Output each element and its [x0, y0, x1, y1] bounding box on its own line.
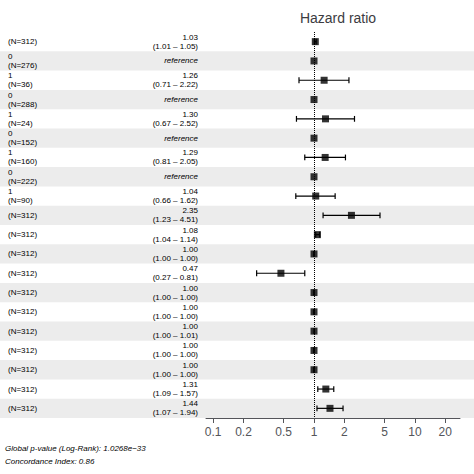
svg-text:(N=312): (N=312): [8, 288, 37, 297]
svg-text:reference: reference: [164, 56, 198, 65]
svg-text:0: 0: [8, 52, 13, 61]
svg-text:1.29: 1.29: [182, 148, 198, 157]
svg-text:20: 20: [439, 425, 453, 439]
svg-text:(1.00 – 1.00): (1.00 – 1.00): [153, 254, 199, 263]
svg-text:(N=152): (N=152): [8, 138, 37, 147]
svg-text:1.26: 1.26: [182, 71, 198, 80]
svg-text:1.03: 1.03: [182, 33, 198, 42]
svg-text:(N=288): (N=288): [8, 100, 37, 109]
svg-text:(N=312): (N=312): [8, 230, 37, 239]
svg-text:(N=36): (N=36): [8, 80, 33, 89]
svg-text:reference: reference: [164, 134, 198, 143]
svg-text:(1.00 – 1.00): (1.00 – 1.00): [153, 293, 199, 302]
svg-text:(0.67 – 2.52): (0.67 – 2.52): [153, 119, 199, 128]
svg-text:Concordance Index: 0.86: Concordance Index: 0.86: [5, 457, 95, 466]
svg-text:2.35: 2.35: [182, 206, 198, 215]
svg-text:(1.00 – 1.00): (1.00 – 1.00): [153, 350, 199, 359]
svg-text:(0.66 – 1.62): (0.66 – 1.62): [153, 196, 199, 205]
svg-text:(N=24): (N=24): [8, 119, 33, 128]
svg-text:1.00: 1.00: [182, 284, 198, 293]
svg-text:1.00: 1.00: [182, 341, 198, 350]
svg-text:(1.00 – 1.01): (1.00 – 1.01): [153, 331, 199, 340]
svg-text:1: 1: [311, 425, 318, 439]
svg-text:0.1: 0.1: [205, 425, 222, 439]
svg-text:(N=312): (N=312): [8, 385, 37, 394]
svg-text:1.31: 1.31: [182, 380, 198, 389]
svg-text:reference: reference: [164, 95, 198, 104]
svg-text:Global p-value (Log-Rank): 1.0: Global p-value (Log-Rank): 1.0268e−33: [5, 444, 146, 453]
svg-text:0: 0: [8, 129, 13, 138]
svg-text:(N=312): (N=312): [8, 327, 37, 336]
svg-text:(1.04 – 1.14): (1.04 – 1.14): [153, 235, 199, 244]
svg-text:0.47: 0.47: [182, 264, 198, 273]
svg-text:(0.27 – 0.81): (0.27 – 0.81): [153, 273, 199, 282]
svg-text:0.2: 0.2: [235, 425, 252, 439]
svg-text:1.30: 1.30: [182, 110, 198, 119]
svg-text:(N=276): (N=276): [8, 61, 37, 70]
svg-text:(N=312): (N=312): [8, 269, 37, 278]
svg-text:(1.00 – 1.00): (1.00 – 1.00): [153, 312, 199, 321]
svg-text:(1.00 – 1.00): (1.00 – 1.00): [153, 370, 199, 379]
svg-text:1.44: 1.44: [182, 399, 198, 408]
svg-text:(N=312): (N=312): [8, 307, 37, 316]
svg-text:0: 0: [8, 91, 13, 100]
svg-text:Hazard ratio: Hazard ratio: [300, 10, 376, 26]
svg-text:0.5: 0.5: [275, 425, 292, 439]
svg-text:(N=222): (N=222): [8, 177, 37, 186]
svg-text:5: 5: [381, 425, 388, 439]
svg-text:(0.71 – 2.22): (0.71 – 2.22): [153, 80, 199, 89]
svg-text:(N=160): (N=160): [8, 157, 37, 166]
svg-text:(0.81 – 2.05): (0.81 – 2.05): [153, 157, 199, 166]
svg-text:1: 1: [8, 148, 13, 157]
svg-text:(N=312): (N=312): [8, 249, 37, 258]
svg-text:1: 1: [8, 187, 13, 196]
svg-text:1.04: 1.04: [182, 187, 198, 196]
svg-text:(1.07 – 1.94): (1.07 – 1.94): [153, 408, 199, 417]
svg-text:(N=312): (N=312): [8, 211, 37, 220]
svg-text:10: 10: [408, 425, 422, 439]
svg-text:(N=90): (N=90): [8, 196, 33, 205]
svg-text:2: 2: [341, 425, 348, 439]
svg-text:1: 1: [8, 71, 13, 80]
svg-text:(1.23 – 4.51): (1.23 – 4.51): [153, 215, 199, 224]
svg-text:(N=312): (N=312): [8, 346, 37, 355]
svg-text:1.08: 1.08: [182, 226, 198, 235]
svg-text:1: 1: [8, 110, 13, 119]
svg-text:1.00: 1.00: [182, 303, 198, 312]
svg-text:1.00: 1.00: [182, 361, 198, 370]
svg-text:reference: reference: [164, 172, 198, 181]
svg-text:(N=312): (N=312): [8, 404, 37, 413]
svg-text:(1.01 – 1.05): (1.01 – 1.05): [153, 42, 199, 51]
svg-text:1.00: 1.00: [182, 322, 198, 331]
svg-text:0: 0: [8, 168, 13, 177]
svg-text:1.00: 1.00: [182, 245, 198, 254]
svg-text:(N=312): (N=312): [8, 365, 37, 374]
svg-text:(N=312): (N=312): [8, 37, 37, 46]
svg-text:(1.09 – 1.57): (1.09 – 1.57): [153, 389, 199, 398]
